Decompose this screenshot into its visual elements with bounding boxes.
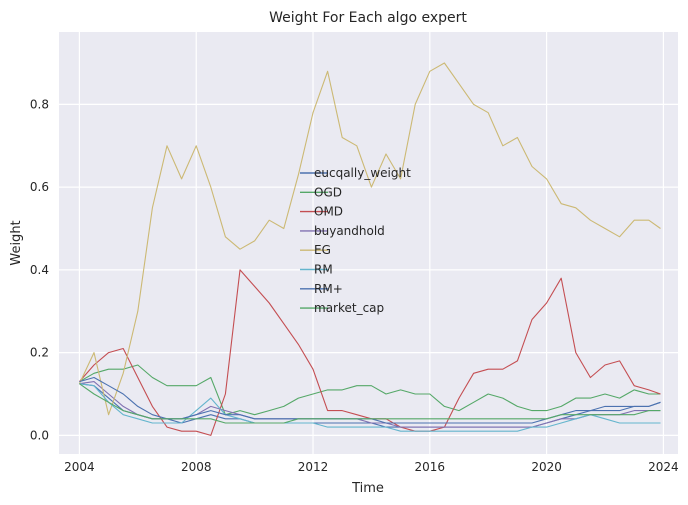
x-tick-label: 2004 xyxy=(64,460,95,474)
legend-label: OMD xyxy=(314,205,343,219)
series-line-ogd xyxy=(79,364,661,416)
series-group xyxy=(78,62,661,436)
x-ticks: 2004 2008 2012 2016 2020 2024 xyxy=(64,460,679,474)
legend-label: RM+ xyxy=(314,282,343,296)
y-tick-label: 0.2 xyxy=(30,346,49,360)
legend-label: market_cap xyxy=(314,301,384,315)
chart-title: Weight For Each algo expert xyxy=(269,10,467,26)
legend-label: OGD xyxy=(314,185,342,199)
y-tick-label: 0.0 xyxy=(30,428,49,442)
series-line-eg xyxy=(78,62,661,416)
x-tick-label: 2008 xyxy=(181,460,212,474)
legend-label: RM xyxy=(314,263,333,277)
series-line-market-cap xyxy=(79,383,661,424)
legend-label: EG xyxy=(314,243,331,257)
x-tick-label: 2012 xyxy=(298,460,329,474)
legend: eucqally_weight OGD OMD buyandhold EG RM RM+ ma… xyxy=(300,166,411,315)
series-line-rm xyxy=(79,383,661,432)
y-tick-label: 0.8 xyxy=(30,97,49,111)
x-tick-label: 2024 xyxy=(648,460,679,474)
x-tick-label: 2020 xyxy=(531,460,562,474)
plot-background xyxy=(59,32,678,454)
y-axis-title: Weight xyxy=(9,220,24,265)
x-axis-title: Time xyxy=(351,481,384,496)
grid xyxy=(59,32,678,454)
y-tick-label: 0.4 xyxy=(30,263,49,277)
legend-label: buyandhold xyxy=(314,224,385,238)
y-ticks: 0.0 0.2 0.4 0.6 0.8 xyxy=(30,97,49,442)
y-tick-label: 0.6 xyxy=(30,180,49,194)
x-tick-label: 2016 xyxy=(415,460,446,474)
legend-label: eucqally_weight xyxy=(314,166,411,180)
